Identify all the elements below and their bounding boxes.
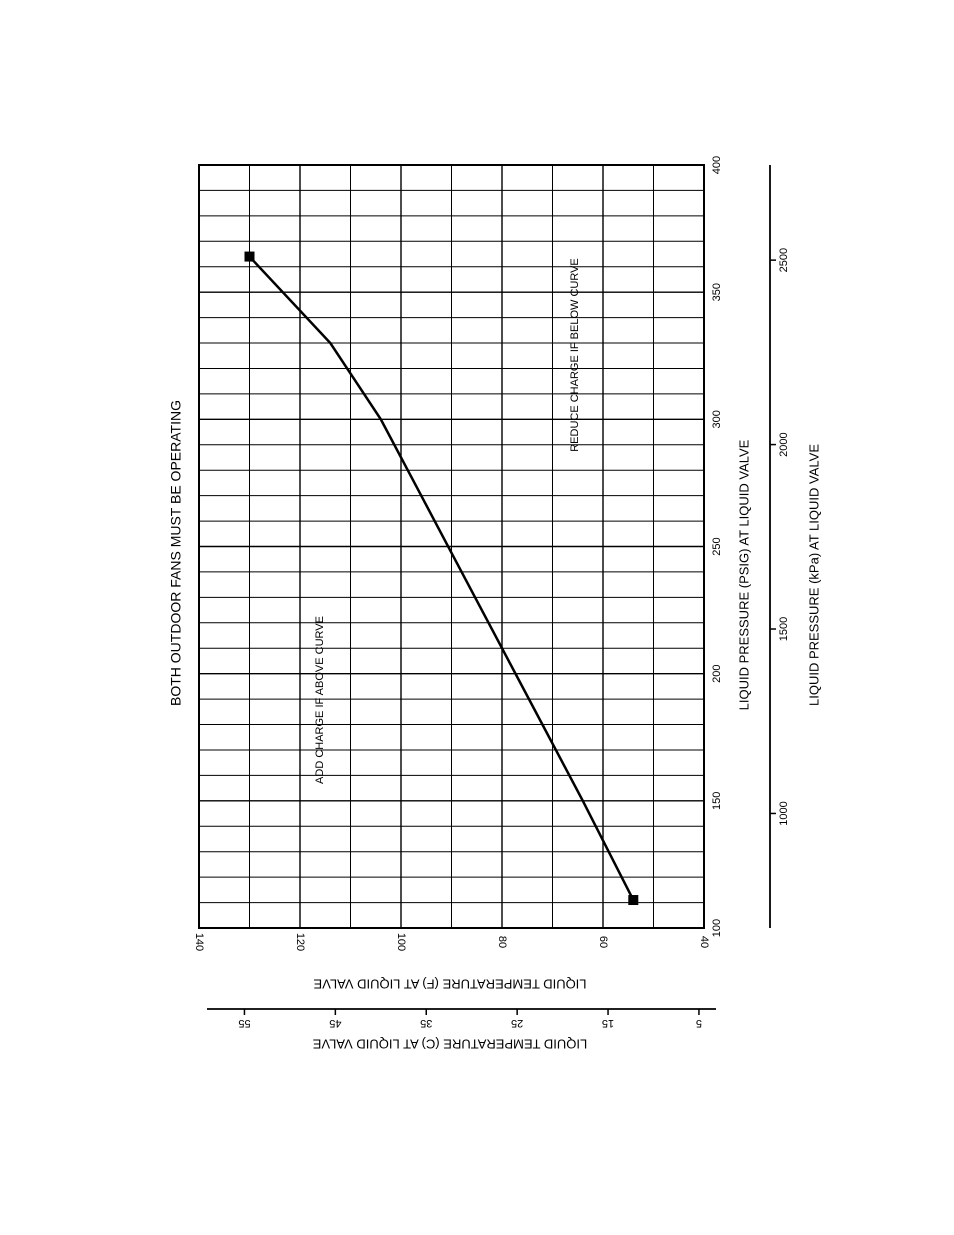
secondary-y-tick-label: 15 [602, 1017, 614, 1029]
y-tick-label: 140 [193, 933, 205, 951]
chart-title: BOTH OUTDOOR FANS MUST BE OPERATING [168, 400, 184, 706]
y-tick-label: 100 [395, 933, 407, 951]
secondary-y-axis-title: LIQUID TEMPERATURE (C) AT LIQUID VALVE [312, 1037, 587, 1052]
secondary-x-tick-label: 2000 [778, 432, 790, 456]
secondary-y-tick-label: 25 [511, 1017, 523, 1029]
secondary-x-axis: 1000 1500 2000 2500 [769, 165, 790, 928]
annotations: ADD CHARGE IF ABOVE CURVE REDUCE CHARGE I… [314, 258, 581, 784]
x-tick-label: 200 [711, 664, 723, 682]
x-axis-title: LIQUID PRESSURE (PSIG) AT LIQUID VALVE [736, 439, 751, 710]
x-tick-labels: 100 150 200 250 300 350 400 [711, 156, 723, 937]
charge-curve [248, 255, 635, 901]
secondary-y-axis: 5 15 25 35 45 55 [207, 1008, 716, 1029]
curve-endpoint-marker [244, 251, 255, 262]
y-tick-label: 80 [496, 936, 508, 948]
x-tick-label: 100 [711, 919, 723, 937]
chart-grid [198, 164, 705, 929]
secondary-x-tick-label: 2500 [778, 248, 790, 272]
annotation-text: ADD CHARGE IF ABOVE CURVE [314, 616, 326, 784]
x-tick-label: 150 [711, 792, 723, 810]
x-tick-label: 350 [711, 283, 723, 301]
x-tick-label: 400 [711, 156, 723, 174]
secondary-x-axis-title: LIQUID PRESSURE (kPa) AT LIQUID VALVE [806, 444, 821, 706]
y-tick-labels: 40 60 80 100 120 140 [193, 933, 710, 951]
plot-frame [198, 164, 705, 929]
curve-endpoint-markers [244, 251, 639, 906]
secondary-y-tick-label: 5 [696, 1017, 702, 1029]
annotation-text: REDUCE CHARGE IF BELOW CURVE [569, 258, 581, 452]
secondary-y-tick-label: 35 [420, 1017, 432, 1029]
y-tick-label: 60 [597, 936, 609, 948]
secondary-y-tick-label: 45 [329, 1017, 341, 1029]
secondary-x-tick-label: 1500 [778, 617, 790, 641]
curve-endpoint-marker [628, 895, 639, 906]
x-tick-label: 250 [711, 537, 723, 555]
y-tick-label: 40 [698, 936, 710, 948]
secondary-y-tick-label: 55 [238, 1017, 250, 1029]
y-tick-label: 120 [294, 933, 306, 951]
x-tick-label: 300 [711, 410, 723, 428]
secondary-x-tick-label: 1000 [778, 801, 790, 825]
y-axis-title: LIQUID TEMPERATURE (F) AT LIQUID VALVE [313, 977, 586, 992]
